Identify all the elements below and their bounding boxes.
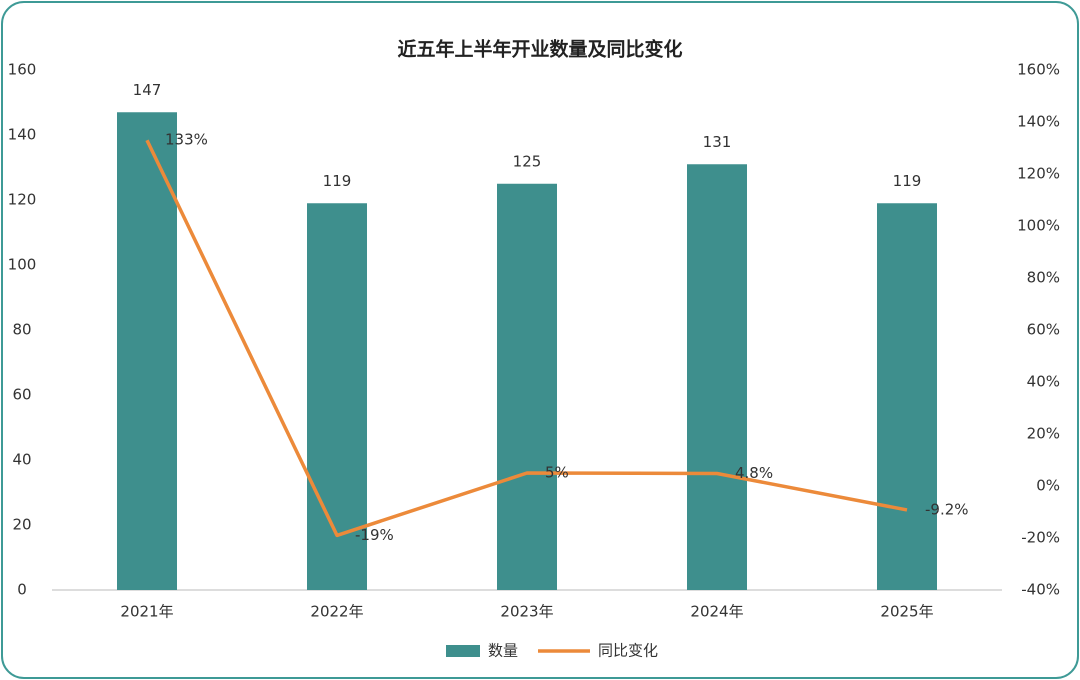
y2-tick-label: 120%	[1017, 165, 1060, 183]
y2-tick-label: 140%	[1017, 113, 1060, 131]
x-tick-label: 2024年	[690, 603, 743, 621]
legend-label: 数量	[488, 642, 518, 660]
y2-tick-label: -20%	[1021, 529, 1060, 547]
line-value-label: -19%	[355, 526, 394, 544]
y2-tick-label: 60%	[1027, 321, 1060, 339]
y-tick-label: 40	[12, 451, 31, 469]
bar-value-label: 147	[133, 81, 162, 99]
y2-tick-label: 40%	[1027, 373, 1060, 391]
y-tick-label: 60	[12, 386, 31, 404]
x-tick-label: 2023年	[500, 603, 553, 621]
bar	[497, 183, 557, 590]
y-tick-label: 120	[8, 191, 37, 209]
y2-tick-label: 80%	[1027, 269, 1060, 287]
y-tick-label: 0	[17, 581, 27, 599]
legend-swatch	[446, 645, 480, 657]
y-tick-label: 140	[8, 126, 37, 144]
bar	[117, 112, 177, 590]
x-tick-label: 2025年	[880, 603, 933, 621]
y-tick-label: 100	[8, 256, 37, 274]
y-tick-label: 160	[8, 61, 37, 79]
bar	[687, 164, 747, 590]
y2-tick-label: 160%	[1017, 61, 1060, 79]
line	[145, 139, 908, 538]
y2-tick-label: 0%	[1036, 477, 1060, 495]
bar	[307, 203, 367, 590]
x-tick-label: 2022年	[310, 603, 363, 621]
bar	[877, 203, 937, 590]
y-tick-label: 80	[12, 321, 31, 339]
legend-label: 同比变化	[598, 642, 658, 660]
line-value-label: 4.8%	[735, 464, 773, 482]
chart-title: 近五年上半年开业数量及同比变化	[397, 38, 682, 61]
line-value-label: -9.2%	[925, 500, 969, 518]
bar-value-label: 131	[703, 133, 732, 151]
y2-tick-label: 20%	[1027, 425, 1060, 443]
y2-tick-label: -40%	[1021, 581, 1060, 599]
line-value-label: 5%	[545, 464, 569, 482]
bar-value-label: 119	[893, 172, 922, 190]
y2-tick-label: 100%	[1017, 217, 1060, 235]
bar-value-label: 119	[323, 172, 352, 190]
bar-value-label: 125	[513, 152, 542, 170]
y-tick-label: 20	[12, 516, 31, 534]
x-tick-label: 2021年	[120, 603, 173, 621]
line-value-label: 133%	[165, 131, 208, 149]
